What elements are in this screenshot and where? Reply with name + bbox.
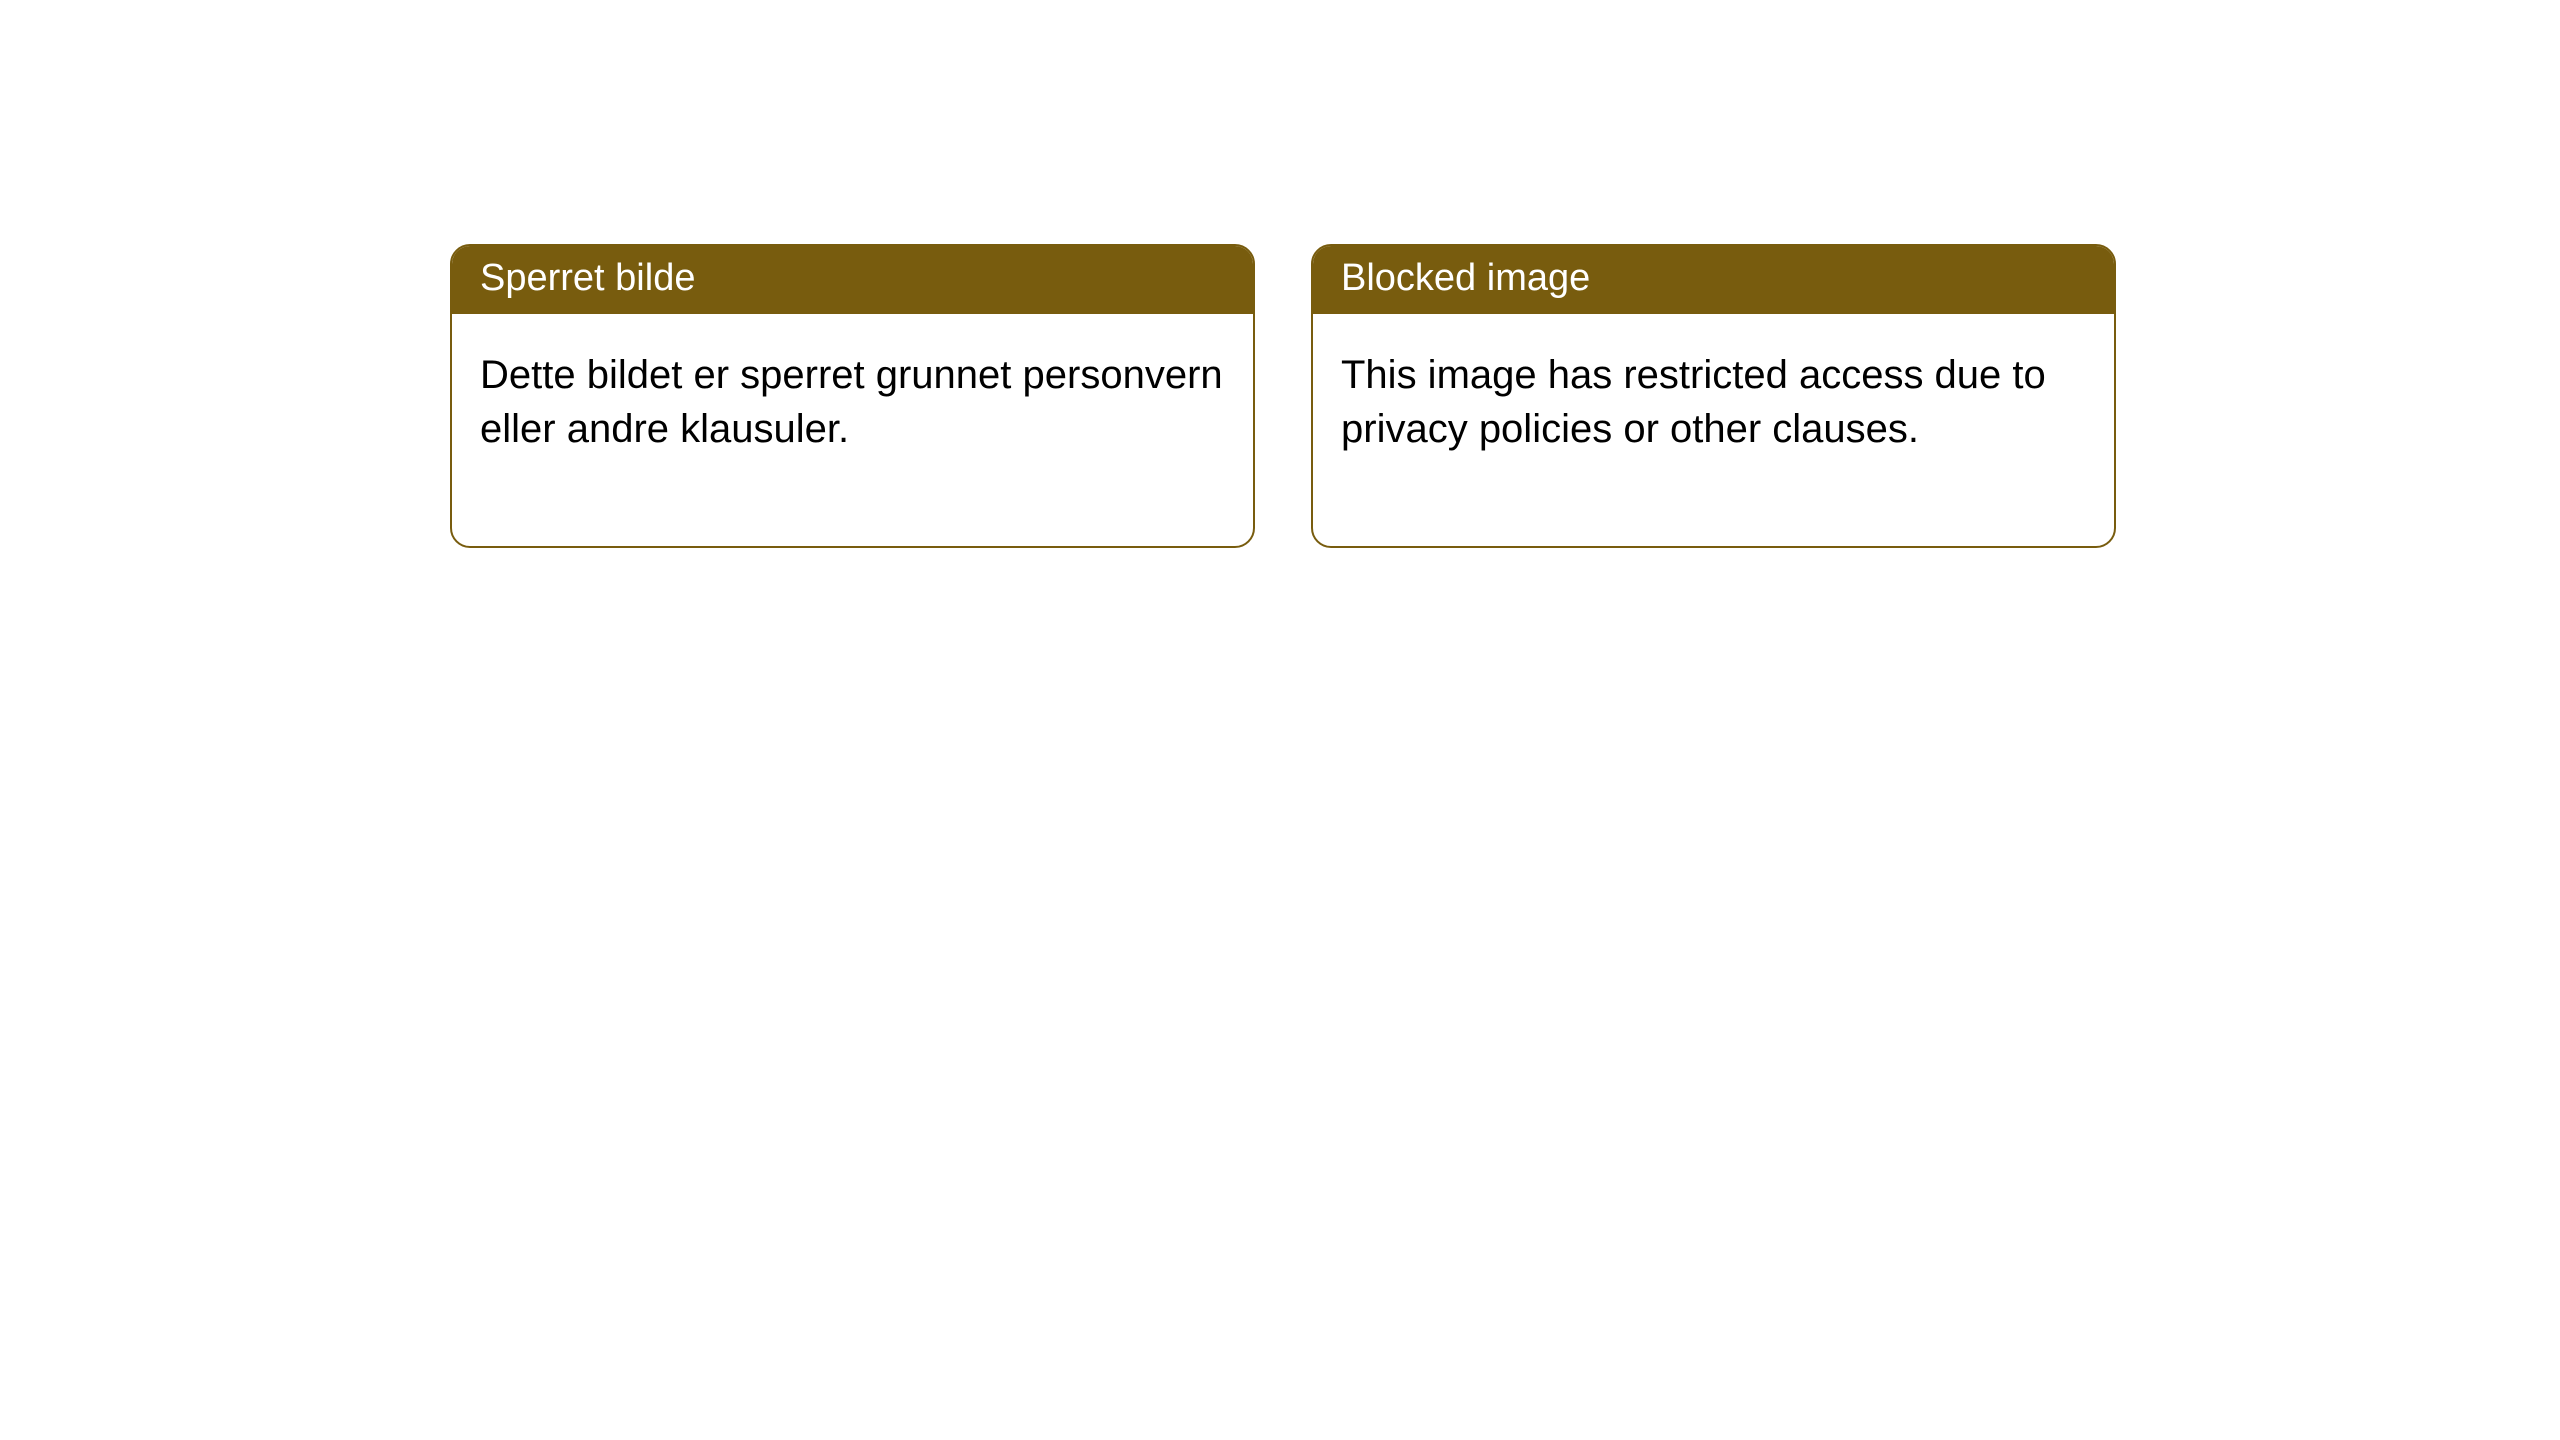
- notice-body-norwegian: Dette bildet er sperret grunnet personve…: [452, 314, 1253, 546]
- notice-container: Sperret bilde Dette bildet er sperret gr…: [450, 244, 2116, 548]
- notice-header-norwegian: Sperret bilde: [452, 246, 1253, 314]
- notice-box-norwegian: Sperret bilde Dette bildet er sperret gr…: [450, 244, 1255, 548]
- notice-box-english: Blocked image This image has restricted …: [1311, 244, 2116, 548]
- notice-header-english: Blocked image: [1313, 246, 2114, 314]
- notice-body-english: This image has restricted access due to …: [1313, 314, 2114, 546]
